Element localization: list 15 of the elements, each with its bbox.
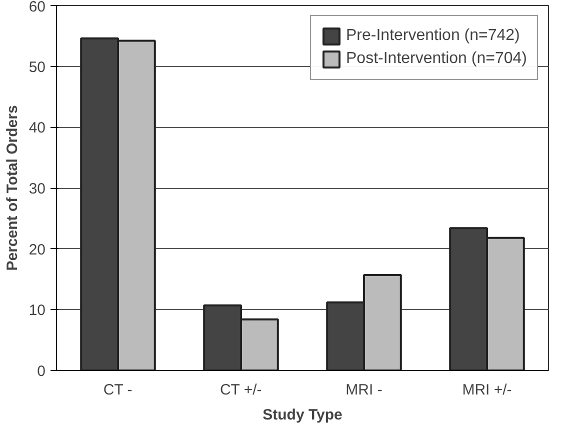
y-tick-label: 0 — [37, 363, 46, 380]
y-axis-title: Percent of Total Orders — [4, 105, 21, 271]
y-tick-label: 60 — [28, 0, 46, 16]
legend-label: Pre-Intervention (n=742) — [346, 27, 520, 45]
x-tick-label: CT - — [103, 382, 132, 398]
x-tick-label: CT +/- — [220, 382, 262, 398]
legend-label: Post-Intervention (n=704) — [346, 50, 527, 68]
y-tick-label: 40 — [28, 120, 46, 137]
y-tick-label: 50 — [28, 58, 46, 76]
x-tick-label: MRI - — [346, 382, 382, 398]
x-axis-title: Study Type — [262, 406, 342, 424]
y-tick-label: 20 — [28, 241, 46, 258]
y-tick-label: 10 — [28, 302, 46, 320]
x-tick-label: MRI +/- — [462, 382, 512, 398]
y-tick-label: 30 — [28, 180, 46, 198]
